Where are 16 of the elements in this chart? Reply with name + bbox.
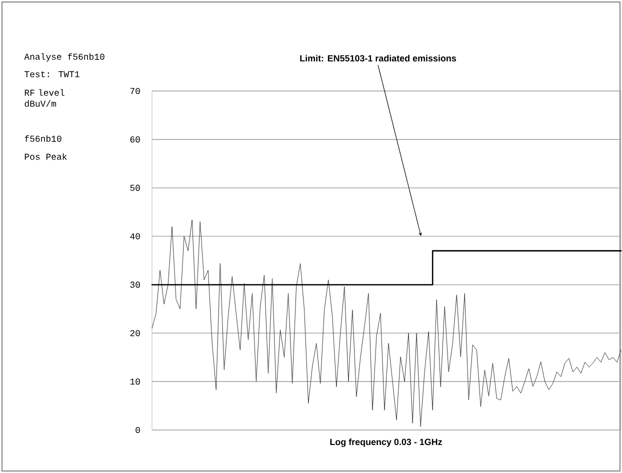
- line-series: [152, 220, 622, 427]
- y-tick-label: 50: [130, 184, 140, 191]
- text: Analyse f56nb10: [24, 53, 104, 62]
- text: f56nb10: [24, 135, 62, 142]
- x-axis-title: Log frequency 0.03 - 1GHz: [330, 438, 442, 447]
- y-tick-label: 40: [130, 233, 140, 240]
- y-tick-label: 70: [130, 88, 140, 94]
- y-tick-label: 0: [136, 426, 140, 434]
- text: Limit: EN55103-1 radiated emissions: [300, 54, 456, 62]
- text: Pos Peak: [24, 153, 67, 160]
- y-tick-label: 20: [130, 330, 140, 336]
- text: RF level dBuV/m: [24, 89, 64, 107]
- y-tick-label: 10: [130, 378, 140, 385]
- y-tick-label: 30: [130, 282, 140, 288]
- text: Test: TWT1: [24, 71, 80, 78]
- y-tick-label: 60: [130, 136, 140, 142]
